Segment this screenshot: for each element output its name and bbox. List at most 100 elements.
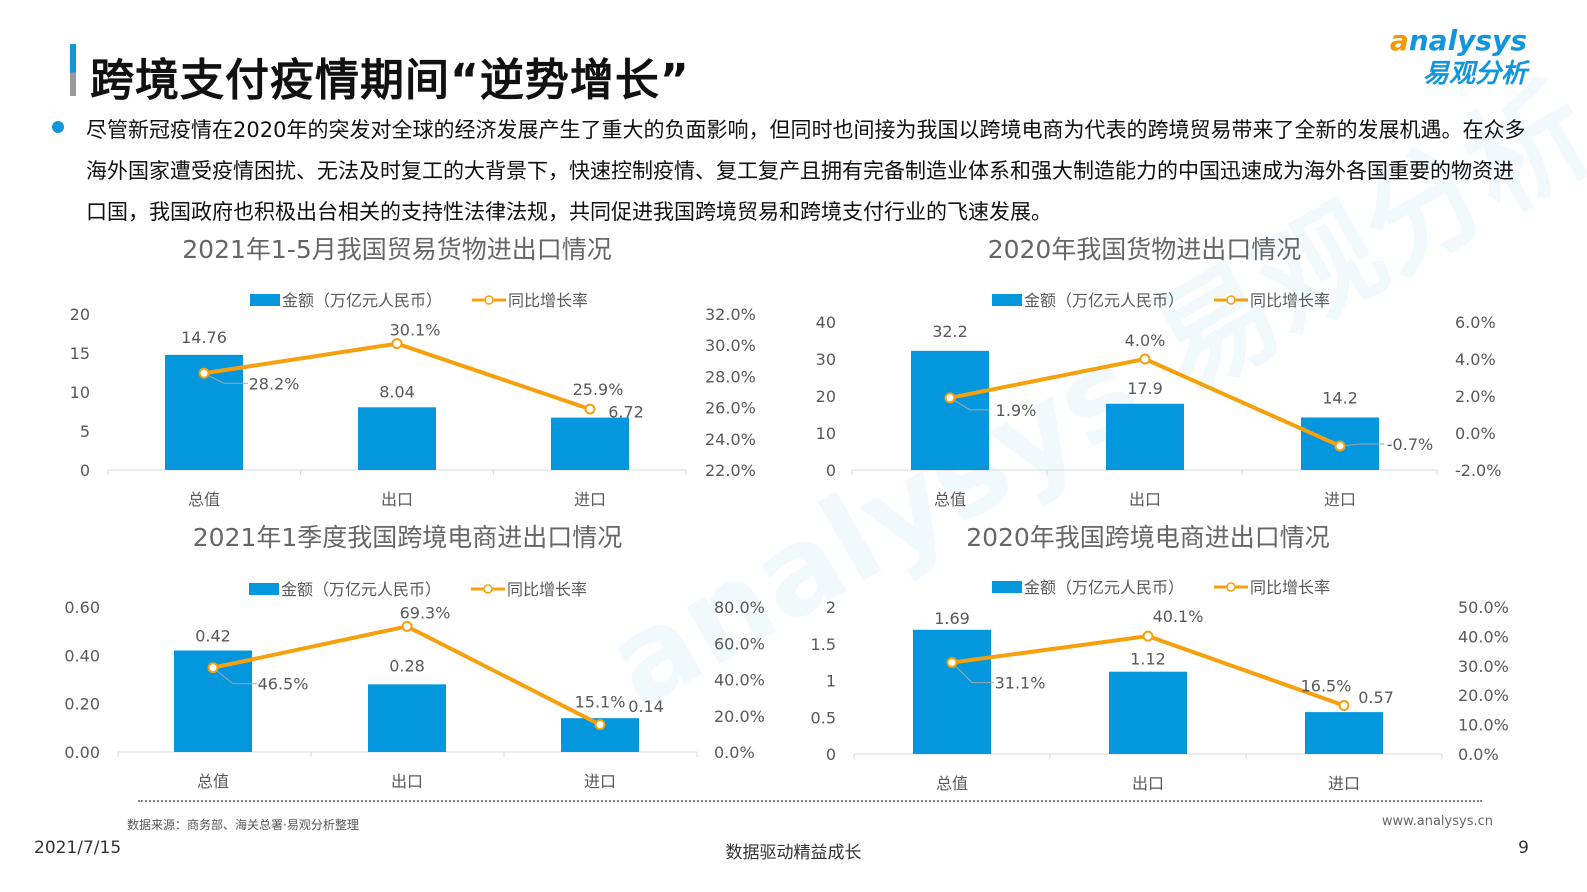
category-label: 总值 (934, 490, 966, 509)
category-label: 出口 (1129, 490, 1161, 509)
category-label: 总值 (936, 774, 968, 793)
right-axis-tick-label: 32.0% (705, 305, 756, 324)
legend-line-label: 同比增长率 (1250, 578, 1330, 597)
line-point-1 (401, 620, 413, 632)
right-axis-tick-label: 20.0% (714, 707, 765, 726)
left-axis-tick-label: 0.60 (64, 598, 100, 617)
data-source: 数据来源：商务部、海关总署·易观分析整理 (127, 818, 359, 832)
chart-title: 2021年1-5月我国贸易货物进出口情况 (182, 235, 611, 264)
category-label: 出口 (391, 772, 423, 791)
right-axis-tick-label: 28.0% (705, 367, 756, 386)
label-leader-line (1339, 443, 1384, 447)
category-label: 出口 (1132, 774, 1164, 793)
bar-value-label: 14.2 (1322, 388, 1358, 407)
line-point-0 (198, 367, 210, 379)
left-axis-tick-label: 10 (70, 383, 90, 402)
label-leader-line (203, 372, 248, 384)
right-axis-tick-label: 22.0% (705, 461, 756, 480)
category-label: 进口 (1324, 490, 1356, 509)
right-axis-tick-label: 6.0% (1455, 313, 1496, 332)
left-axis-tick-label: 20 (70, 305, 90, 324)
line-value-label: 15.1% (575, 693, 626, 712)
category-label: 进口 (574, 490, 606, 509)
line-value-label: 28.2% (249, 374, 300, 393)
line-value-label: 31.1% (995, 674, 1046, 693)
bar-0 (913, 629, 991, 754)
left-axis-tick-label: 40 (816, 313, 836, 332)
legend-line-marker (1226, 582, 1236, 592)
website-link[interactable]: www.analysys.cn (1381, 814, 1493, 829)
bar-value-label: 17.9 (1127, 379, 1163, 398)
left-axis-tick-label: 15 (70, 344, 90, 363)
left-axis-tick-label: 0 (826, 461, 836, 480)
line-value-label: -0.7% (1387, 435, 1433, 454)
right-axis-tick-label: 30.0% (705, 336, 756, 355)
legend-bar-label: 金额（万亿元人民币） (282, 291, 442, 310)
right-axis-tick-label: 40.0% (714, 671, 765, 690)
date: 2021/7/15 (34, 838, 122, 858)
legend-bar-swatch (249, 583, 279, 595)
bar-value-label: 0.14 (628, 697, 664, 716)
chart-title: 2020年我国货物进出口情况 (988, 235, 1302, 264)
legend-bar-swatch (992, 581, 1022, 593)
bar-1 (1106, 403, 1184, 470)
line-point-0 (946, 657, 958, 669)
legend-bar-label: 金额（万亿元人民币） (1024, 291, 1184, 310)
line-value-label: 4.0% (1125, 331, 1166, 350)
line-point-0 (207, 662, 219, 674)
right-axis-tick-label: 0.0% (1455, 424, 1496, 443)
legend-line-label: 同比增长率 (507, 580, 587, 599)
bar-value-label: 0.28 (389, 656, 425, 675)
bar-0 (911, 350, 989, 470)
category-label: 总值 (197, 772, 229, 791)
legend-line-marker (483, 584, 493, 594)
legend-line-marker (1226, 295, 1236, 305)
left-axis-tick-label: 0 (826, 745, 836, 764)
footer-divider (138, 800, 1482, 802)
line-point-2 (594, 719, 606, 731)
left-axis-tick-label: 0.40 (64, 646, 100, 665)
bullet-icon (52, 121, 64, 133)
line-point-1 (1139, 353, 1151, 365)
intro-paragraph: 尽管新冠疫情在2020年的突发对全球的经济发展产生了重大的负面影响，但同时也间接… (86, 118, 1526, 224)
line-value-label: 1.9% (996, 401, 1037, 420)
line-value-label: 40.1% (1153, 607, 1204, 626)
left-axis-tick-label: 5 (80, 422, 90, 441)
right-axis-tick-label: 24.0% (705, 430, 756, 449)
bar-1 (358, 407, 436, 470)
line-point-2 (1334, 440, 1346, 452)
left-axis-tick-label: 0.5 (811, 708, 836, 727)
legend-bar-label: 金额（万亿元人民币） (1024, 578, 1184, 597)
category-label: 进口 (584, 772, 616, 791)
line-point-2 (1338, 699, 1350, 711)
left-axis-tick-label: 2 (826, 598, 836, 617)
bar-value-label: 32.2 (932, 322, 968, 341)
line-point-1 (391, 338, 403, 350)
bar-value-label: 0.42 (195, 627, 231, 646)
legend-line-label: 同比增长率 (1250, 291, 1330, 310)
left-axis-tick-label: 0.00 (64, 743, 100, 762)
logo-cn: 易观分析 (1422, 59, 1527, 89)
bar-value-label: 1.69 (934, 609, 970, 628)
line-value-label: 16.5% (1301, 676, 1352, 695)
legend-line-marker (484, 295, 494, 305)
line-value-label: 30.1% (390, 321, 441, 340)
label-leader-line (212, 667, 257, 685)
right-axis-tick-label: 10.0% (1458, 716, 1509, 735)
right-axis-tick-label: -2.0% (1455, 461, 1501, 480)
bar-value-label: 0.57 (1358, 688, 1394, 707)
right-axis-tick-label: 0.0% (714, 743, 755, 762)
line-point-0 (944, 392, 956, 404)
bar-value-label: 14.76 (181, 328, 227, 347)
logo-en: analysys (1389, 24, 1527, 57)
left-axis-tick-label: 0.20 (64, 695, 100, 714)
right-axis-tick-label: 26.0% (705, 399, 756, 418)
left-axis-tick-label: 1 (826, 672, 836, 691)
line-point-2 (584, 403, 596, 415)
line-point-1 (1142, 630, 1154, 642)
page-number: 9 (1518, 838, 1529, 858)
chart-title: 2020年我国跨境电商进出口情况 (966, 523, 1330, 552)
legend-line-label: 同比增长率 (508, 291, 588, 310)
title-accent-bar (70, 44, 76, 96)
